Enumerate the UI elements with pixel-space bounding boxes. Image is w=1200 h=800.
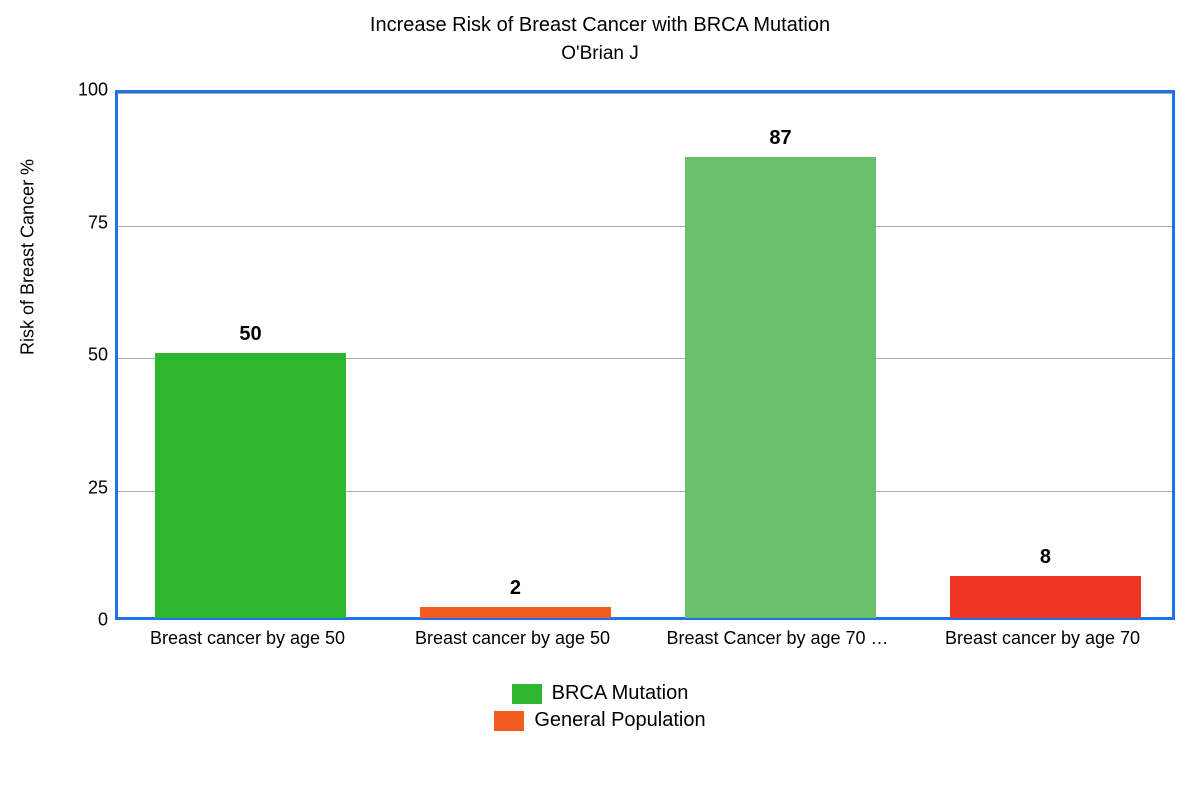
- chart-subtitle: O'Brian J: [0, 43, 1200, 65]
- legend-item: General Population: [0, 707, 1200, 734]
- legend-label: General Population: [534, 709, 705, 732]
- y-tick-label: 25: [48, 477, 108, 498]
- bar-value-label: 50: [155, 323, 346, 346]
- y-tick-label: 0: [48, 610, 108, 631]
- x-tick-label: Breast Cancer by age 70 …: [645, 628, 910, 649]
- bar: 2: [420, 607, 611, 618]
- x-tick-label: Breast cancer by age 70: [910, 628, 1175, 649]
- x-tick-label: Breast cancer by age 50: [380, 628, 645, 649]
- legend: BRCA Mutation General Population: [0, 680, 1200, 734]
- bar: 8: [950, 576, 1141, 618]
- x-tick-label: Breast cancer by age 50: [115, 628, 380, 649]
- bar: 50: [155, 353, 346, 618]
- bar-value-label: 87: [685, 127, 876, 150]
- chart-container: Increase Risk of Breast Cancer with BRCA…: [0, 0, 1200, 800]
- legend-swatch-icon: [494, 711, 524, 731]
- legend-item: BRCA Mutation: [0, 680, 1200, 707]
- chart-title: Increase Risk of Breast Cancer with BRCA…: [0, 14, 1200, 37]
- legend-label: BRCA Mutation: [552, 682, 689, 705]
- bar-value-label: 8: [950, 546, 1141, 569]
- bar-value-label: 2: [420, 577, 611, 600]
- gridline: [118, 226, 1172, 227]
- y-tick-label: 75: [48, 212, 108, 233]
- plot-area: 50 2 87 8: [115, 90, 1175, 620]
- bar: 87: [685, 157, 876, 618]
- legend-swatch-icon: [512, 684, 542, 704]
- chart-titles: Increase Risk of Breast Cancer with BRCA…: [0, 14, 1200, 65]
- y-tick-label: 100: [48, 80, 108, 101]
- y-axis-title: Risk of Breast Cancer %: [18, 159, 39, 355]
- gridline: [118, 93, 1172, 94]
- y-tick-label: 50: [48, 345, 108, 366]
